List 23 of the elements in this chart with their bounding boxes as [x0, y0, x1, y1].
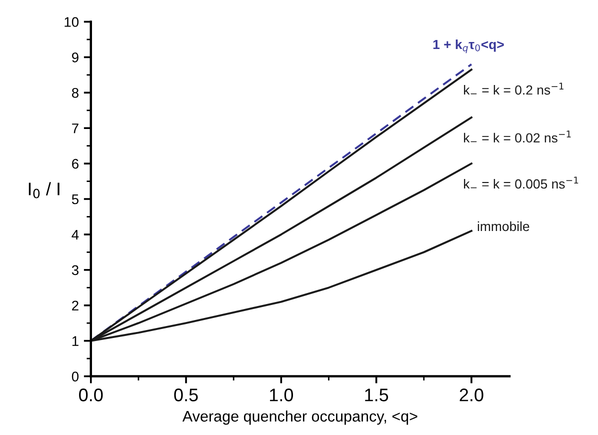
y-axis-title: I$_{0}$ / I — [28, 182, 60, 198]
y-tick-label: 0 — [72, 372, 79, 382]
y-tick-label: 4 — [72, 230, 79, 240]
x-tick-label: 2.0 — [460, 388, 484, 402]
x-tick-label: 1.0 — [270, 388, 294, 402]
x-axis-title: Average quencher occupancy, <q> — [182, 410, 418, 425]
y-tick-label: 7 — [72, 124, 78, 134]
y-tick-label: 1 — [72, 336, 78, 346]
x-tick-label: 1.5 — [365, 388, 388, 402]
series-label: 1 + k$_{q}$τ$_{0}$<q> — [433, 39, 504, 54]
y-tick-label: 2 — [72, 300, 78, 310]
series-label: k$_{−}$ = k = 0.02 ns$^{−1}$ — [464, 130, 571, 143]
series-label: k$_{−}$ = k = 0.2 ns$^{−1}$ — [464, 82, 564, 95]
y-tick-label: 10 — [64, 17, 79, 27]
series-label: immobile — [478, 221, 530, 232]
y-tick-label: 6 — [72, 158, 78, 169]
y-tick-label: 8 — [72, 88, 78, 98]
y-tick-label: 9 — [72, 52, 78, 62]
series-label: k$_{−}$ = k = 0.005 ns$^{−1}$ — [464, 176, 578, 189]
x-tick-label: 0.5 — [174, 388, 198, 402]
y-tick-label: 3 — [72, 265, 78, 276]
y-tick-label: 5 — [72, 194, 79, 204]
x-tick-label: 0.0 — [79, 388, 103, 402]
